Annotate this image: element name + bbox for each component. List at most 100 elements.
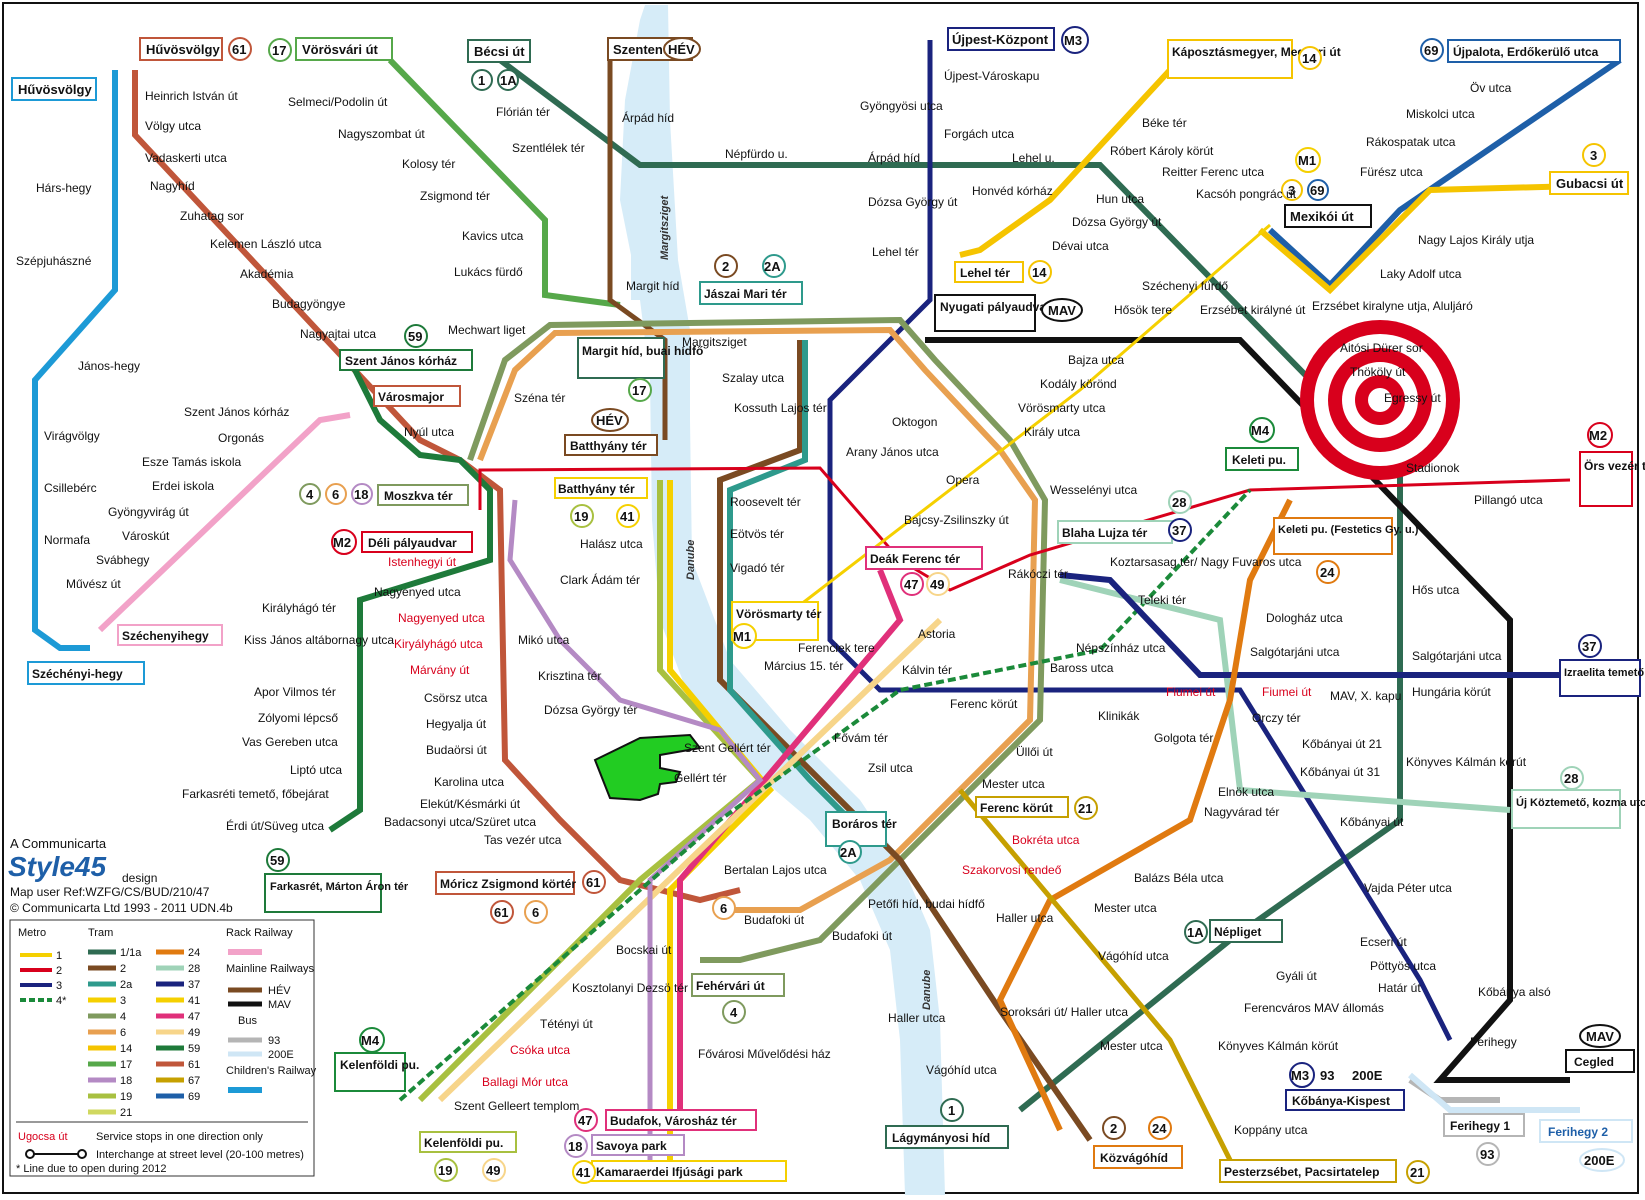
station-label: Flórián tér [496, 105, 550, 119]
tram-69-line [1267, 57, 1622, 290]
terminal-szent-janos: Szent János kórház [345, 354, 457, 368]
station-label: Hárs-hegy [36, 181, 91, 195]
station-label: Kiryályhágó utca [394, 637, 483, 651]
route-6-badge: 6 [332, 487, 339, 502]
station-label: Selmeci/Podolin út [288, 95, 388, 109]
route-61-badge: 61 [232, 42, 246, 57]
station-label: Vadaskerti utca [145, 151, 227, 165]
station-label: Csillebérc [44, 481, 97, 495]
terminal-szechenyihegy: Széchenyihegy [122, 629, 209, 643]
station-label: MAV, X. kapu [1330, 689, 1401, 703]
terminal-ors: Örs vezér tere [1584, 458, 1645, 473]
station-label: Zuhatag sor [180, 209, 244, 223]
map-ref: Map user Ref:WZFG/CS/BUD/210/47 [10, 885, 210, 899]
route-4-badge: 4 [306, 487, 314, 502]
legend-rack-title: Rack Railway [226, 927, 293, 939]
legend-metro-title: Metro [18, 927, 46, 939]
route-28-badge: 28 [1172, 495, 1186, 510]
tram-4-line [467, 316, 1049, 963]
terminal-farkasret: Farkasrét, Márton Áron tér [270, 880, 409, 893]
terminal-deak: Deák Ferenc tér [870, 552, 960, 566]
station-label: Kőbányai út 21 [1302, 737, 1382, 751]
legend-tram-24: 24 [188, 947, 200, 959]
route-47-badge-budafok: 47 [578, 1113, 592, 1128]
station-label: Lehel u. [1012, 151, 1055, 165]
station-label: Róbert Károly körút [1110, 144, 1214, 158]
route-28-badge-uj: 28 [1564, 771, 1578, 786]
station-label: Kolosy tér [402, 157, 455, 171]
danube-label-1: Danube [685, 540, 697, 580]
legend-tram-47: 47 [188, 1011, 200, 1023]
station-label: Nyúl utca [404, 425, 454, 439]
style45-logo: Style45 [8, 851, 106, 882]
station-label: Margitsziget [682, 335, 747, 349]
station-label: Népfürdo u. [725, 147, 788, 161]
station-label: Klinikák [1098, 709, 1140, 723]
station-label: Erdei iskola [152, 479, 214, 493]
metro-2-line [478, 466, 1571, 592]
station-label: Gyöngyösi utca [860, 99, 943, 113]
station-label: Salgótarjáni utca [1250, 645, 1340, 659]
station-label: Arany János utca [846, 445, 939, 459]
terminal-kelenfoldi: Kelenföldi pu. [424, 1136, 503, 1150]
terminal-nepliget: Népliget [1214, 925, 1261, 939]
station-label: Golgota tér [1154, 731, 1213, 745]
danube-river [620, 5, 945, 1195]
station-label: Öv utca [1470, 81, 1512, 95]
legend-bus-title: Bus [238, 1015, 257, 1027]
terminal-lagymanyosi: Lágymányosi híd [892, 1131, 990, 1145]
station-label: Kőbányai út [1340, 815, 1404, 829]
station-label: Thököly út [1350, 365, 1406, 379]
terminal-becsi: Bécsi út [474, 44, 525, 59]
station-label: Oktogon [892, 415, 937, 429]
legend-metro-2: 2 [56, 965, 62, 977]
station-label: Lukács fürdő [454, 265, 523, 279]
station-label: Könyves Kálmán körút [1218, 1039, 1339, 1053]
station-label: Pöttyös utca [1370, 959, 1436, 973]
tram-3-line [1258, 182, 1616, 295]
route-61-badge-moricz: 61 [586, 875, 600, 890]
station-label: Haller utca [888, 1011, 946, 1025]
station-label: Fővám tér [834, 731, 888, 745]
station-label: Zsigmond tér [420, 189, 490, 203]
station-label: Roosevelt tér [730, 495, 801, 509]
station-label: Fürész utca [1360, 165, 1423, 179]
m1-badge: M1 [1298, 153, 1316, 168]
station-label: Pillangó utca [1474, 493, 1543, 507]
terminal-vorosmarty: Vörösmarty tér [736, 607, 822, 621]
station-label: Virágvölgy [44, 429, 100, 443]
station-label: Március 15. tér [764, 659, 843, 673]
station-label: Fiumei út [1166, 685, 1216, 699]
station-label: Szakorvosi rendeő [962, 863, 1062, 877]
station-label: Széchenyi fürdő [1142, 279, 1228, 293]
station-label: Kálvin tér [902, 663, 952, 677]
route-14-badge: 14 [1302, 51, 1317, 66]
route-3-badge-mex: 3 [1288, 183, 1295, 198]
station-label: Heinrich István út [145, 89, 238, 103]
station-label: Opera [946, 473, 980, 487]
route-2a-badge: 2A [764, 259, 781, 274]
station-label: Kőbánya alsó [1478, 985, 1551, 999]
terminal-huvosvolgy-tram: Hűvösvölgy [146, 42, 220, 57]
station-label: Szalay utca [722, 371, 784, 385]
station-label: Salgótarjáni utca [1412, 649, 1502, 663]
hev-badge: HÉV [668, 42, 695, 57]
route-4-badge-fehervari: 4 [730, 1005, 738, 1020]
station-label: Clark Ádám tér [560, 572, 640, 587]
station-label: Ballagi Mór utca [482, 1075, 568, 1089]
legend-tram-17: 17 [120, 1059, 132, 1071]
station-label: Szépjuhászné [16, 254, 92, 268]
legend-tram-3: 3 [120, 995, 126, 1007]
station-label: Budagyöngye [272, 297, 346, 311]
route-59-badge-farkasret: 59 [270, 853, 284, 868]
legend-tram-1: 1/1a [120, 947, 142, 959]
route-47-badge: 47 [904, 577, 918, 592]
route-17-badge: 17 [272, 43, 286, 58]
station-label: Érdi út/Süveg utca [226, 818, 324, 833]
station-label: Hős utca [1412, 583, 1460, 597]
route-2a-badge-boraros: 2A [840, 845, 857, 860]
tram-24-line [996, 498, 1293, 1132]
m3-badge-kispest: M3 [1291, 1068, 1309, 1083]
legend-oneway-text: Service stops in one direction only [96, 1131, 263, 1143]
terminal-szechenyi-hegy: Széchényi-hegy [32, 667, 123, 681]
